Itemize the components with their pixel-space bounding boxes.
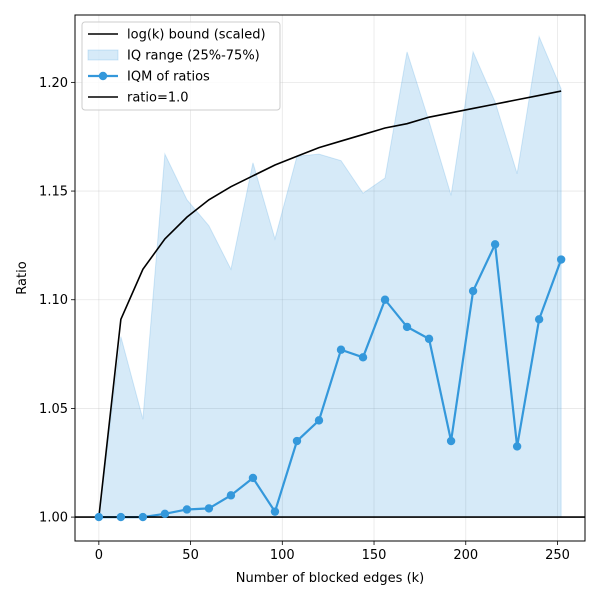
x-tick-label: 150	[362, 548, 387, 563]
iqm-point	[468, 286, 478, 296]
y-tick-label: 1.15	[39, 185, 68, 200]
iqm-line	[98, 240, 563, 519]
iqm-point	[160, 509, 170, 519]
legend-box	[81, 21, 281, 111]
y-axis-label: Ratio	[15, 261, 30, 294]
iqm-point	[292, 436, 302, 446]
axis-ticks: 0 50 100 150 200 250 1.00 1.05 1.10 1.15 1.20	[39, 76, 570, 563]
iqm-point	[204, 504, 214, 513]
log-bound-line	[98, 90, 562, 518]
x-tick-label: 0	[95, 548, 103, 563]
legend-entry: IQ range (25%-75%)	[127, 49, 260, 64]
iqm-point	[556, 255, 566, 264]
iqm-point	[182, 505, 192, 514]
y-tick-label: 1.10	[39, 293, 68, 308]
iqm-point	[380, 295, 390, 304]
iqm-point	[402, 322, 412, 332]
iqm-point	[358, 353, 368, 362]
legend-swatch-band	[87, 49, 119, 61]
iqm-point	[226, 491, 236, 500]
series-lines	[75, 90, 585, 519]
y-tick-label: 1.05	[39, 402, 68, 417]
y-tick-label: 1.20	[39, 76, 68, 91]
iqm-point	[116, 512, 126, 522]
iqm-point	[138, 512, 148, 522]
legend-entry: log(k) bound (scaled)	[127, 28, 266, 43]
iqm-point	[512, 442, 522, 451]
legend-entry: IQM of ratios	[127, 70, 210, 85]
x-tick-label: 100	[270, 548, 295, 563]
x-axis-label: Number of blocked edges (k)	[236, 571, 425, 586]
grid	[75, 15, 585, 541]
iqm-point	[490, 240, 500, 249]
iqm-point	[314, 416, 324, 425]
iqm-point	[94, 512, 104, 522]
x-tick-label: 250	[545, 548, 570, 563]
legend-entry: ratio=1.0	[127, 91, 189, 106]
legend: log(k) bound (scaled) IQ range (25%-75%) I…	[81, 21, 281, 111]
iqm-point	[248, 473, 258, 483]
iqm-point	[534, 315, 544, 324]
iqm-point	[424, 334, 434, 344]
series-markers	[94, 240, 566, 522]
x-tick-label: 50	[182, 548, 199, 563]
legend-swatch-marker	[98, 71, 108, 81]
x-tick-label: 200	[453, 548, 478, 563]
plot-frame	[74, 14, 586, 542]
y-tick-label: 1.00	[39, 511, 68, 526]
iqm-point	[446, 436, 456, 446]
iqm-point	[270, 507, 280, 516]
iqm-point	[336, 345, 346, 354]
